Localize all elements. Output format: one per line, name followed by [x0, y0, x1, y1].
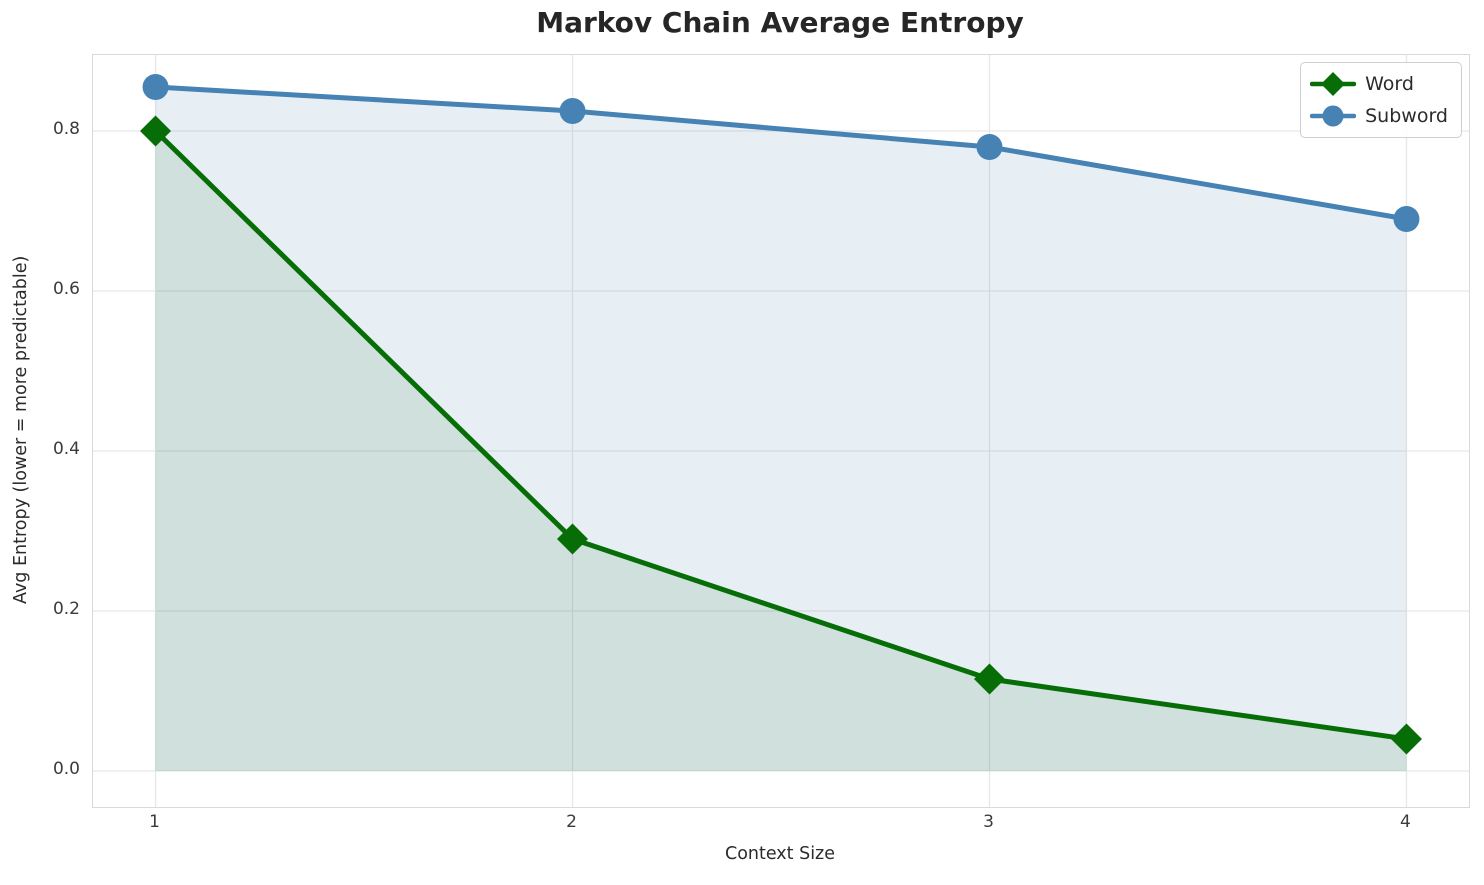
- legend-item-word[interactable]: Word: [1310, 69, 1448, 99]
- x-tick-label: 4: [1400, 812, 1411, 832]
- subword-data-point: [1393, 206, 1420, 232]
- x-axis-label: Context Size: [724, 844, 836, 864]
- y-tick-label: 0.2: [52, 599, 80, 619]
- word-data-point: [557, 523, 589, 555]
- word-data-point: [1390, 723, 1422, 755]
- subword-data-point: [559, 98, 586, 124]
- chart-title: Markov Chain Average Entropy: [536, 6, 1024, 39]
- word-series-marker-icon: [1310, 72, 1357, 96]
- word-area-fill: [155, 131, 1407, 771]
- legend-label-word: Word: [1365, 73, 1414, 95]
- legend-item-subword[interactable]: Subword: [1310, 101, 1448, 131]
- subword-area-fill: [155, 87, 1407, 771]
- subword-series-line: [153, 84, 1409, 222]
- x-tick-label: 1: [149, 812, 160, 832]
- subword-series-marker-icon: [1310, 105, 1357, 127]
- y-tick-label: 0.0: [52, 759, 80, 779]
- word-series-line: [153, 128, 1409, 742]
- word-data-point: [140, 115, 172, 147]
- subword-data-point: [976, 134, 1003, 160]
- plot-area: Word Subword: [92, 54, 1470, 808]
- legend-marker: [1321, 72, 1346, 96]
- legend[interactable]: Word Subword: [1300, 62, 1462, 138]
- legend-marker: [1322, 105, 1344, 127]
- y-tick-label: 0.6: [52, 279, 80, 299]
- chart-canvas: [93, 55, 1469, 807]
- legend-label-subword: Subword: [1365, 105, 1448, 127]
- subword-data-point: [142, 74, 169, 100]
- y-tick-label: 0.8: [52, 119, 80, 139]
- word-data-point: [973, 663, 1005, 695]
- x-tick-label: 3: [983, 812, 994, 832]
- y-axis-label: Avg Entropy (lower = more predictable): [11, 255, 31, 605]
- y-tick-label: 0.4: [52, 439, 80, 459]
- x-tick-label: 2: [566, 812, 577, 832]
